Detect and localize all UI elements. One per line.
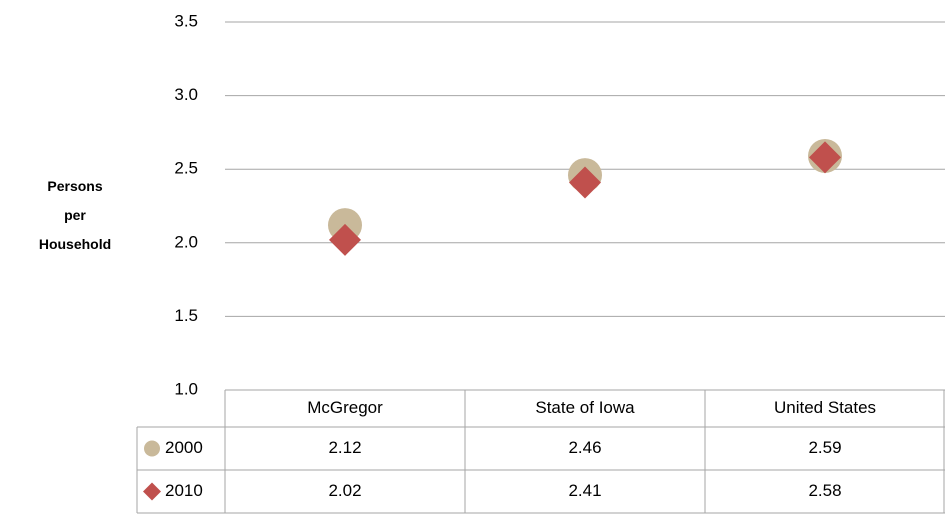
y-tick-label: 3.0 (174, 85, 198, 104)
y-axis-label: Persons per Household (38, 178, 112, 252)
legend-label: 2000 (165, 438, 203, 457)
y-tick-label: 1.5 (174, 306, 198, 325)
marker (144, 440, 160, 457)
y-tick-label: 2.0 (174, 232, 198, 251)
table-value: 2.02 (328, 481, 361, 500)
marker (329, 223, 361, 256)
table-value: 2.12 (328, 438, 361, 457)
y-tick-label: 3.5 (174, 11, 198, 30)
marker (569, 166, 601, 199)
y-tick-label: 2.5 (174, 159, 198, 178)
y-tick-label: 1.0 (174, 379, 198, 398)
marker (809, 141, 841, 174)
x-tick-label: United States (774, 398, 876, 417)
table-value: 2.59 (808, 438, 841, 457)
table-value: 2.46 (568, 438, 601, 457)
marker (143, 482, 161, 501)
table-value: 2.41 (568, 481, 601, 500)
legend-label: 2010 (165, 481, 203, 500)
x-tick-label: State of Iowa (535, 398, 635, 417)
x-tick-label: McGregor (307, 398, 383, 417)
table-value: 2.58 (808, 481, 841, 500)
